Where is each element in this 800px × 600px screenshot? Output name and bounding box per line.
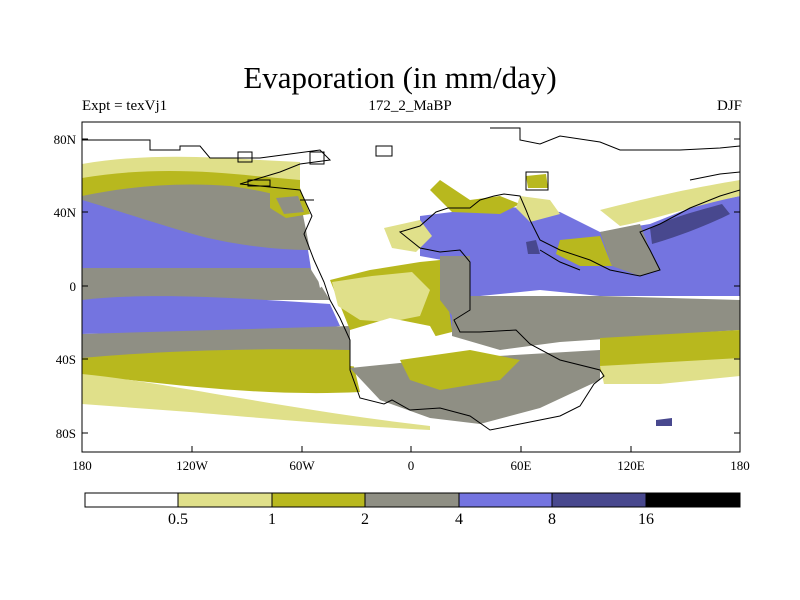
contour-band-olive-northeast (556, 236, 612, 266)
contour-band-olive-north-island (526, 174, 548, 188)
y-tick-marks (82, 138, 740, 434)
contour-band-light-east (600, 358, 740, 384)
x-tick-label: 180 (72, 458, 92, 473)
contour-band-light-north-central (516, 196, 560, 222)
x-tick-label: 180 (730, 458, 750, 473)
x-tick-label: 60E (511, 458, 532, 473)
contour-band-darkblue-south-patch (656, 418, 672, 426)
colorbar-label: 8 (548, 511, 556, 528)
contour-band-blue-tropics (82, 200, 312, 275)
colorbar-label: 1 (268, 511, 276, 528)
contour-band-light-central (332, 272, 430, 322)
colorbar-label: 4 (455, 511, 463, 528)
colorbar-swatch (551, 492, 647, 508)
colorbar-swatch (645, 492, 741, 508)
x-tick-label: 60W (289, 458, 315, 473)
x-tick-label: 120E (617, 458, 645, 473)
season-label: DJF (716, 98, 742, 114)
map-title: Evaporation (in mm/day) (243, 60, 557, 95)
contour-band-light-central-north (384, 220, 432, 252)
x-tick-label: 120W (176, 458, 209, 473)
colorbar-swatch (271, 492, 366, 508)
contour-band-darkblue-east (650, 204, 730, 244)
contour-band-olive-southern-ocean (400, 350, 520, 390)
y-tick-label: 40S (56, 352, 76, 367)
colorbar-swatch (177, 492, 273, 508)
contour-band-light-northeast (600, 180, 740, 226)
coastlines (82, 127, 740, 431)
colorbar (84, 492, 741, 508)
colorbar-swatch (364, 492, 460, 508)
contour-band-grey-middle (440, 256, 470, 318)
colorbar-label: 0.5 (168, 511, 188, 528)
experiment-label: Expt = texVj1 (82, 98, 168, 114)
contour-band-olive-north-central (430, 180, 520, 214)
y-tick-label: 80S (56, 426, 76, 441)
contour-band-olive-south (82, 349, 360, 394)
contour-band-grey-north-west (276, 196, 304, 214)
land-central (300, 190, 440, 288)
contour-band-grey-east (452, 296, 740, 350)
contour-band-grey-east-land (600, 224, 660, 276)
y-tick-label: 40N (54, 205, 77, 220)
land-southern (350, 318, 440, 370)
x-tick-label: 0 (408, 458, 415, 473)
y-tick-label: 80N (54, 132, 77, 147)
map-field (82, 122, 740, 452)
contour-band-grey-equator (82, 268, 330, 300)
period-label: 172_2_MaBP (368, 98, 452, 114)
contour-band-darkblue-patch (526, 240, 540, 254)
colorbar-swatch (84, 492, 179, 508)
contour-band-blue-south (82, 296, 340, 334)
x-tick-marks (81, 446, 741, 452)
colorbar-swatch (458, 492, 553, 508)
contour-band-light-south (82, 374, 430, 430)
y-tick-label: 0 (70, 279, 77, 294)
colorbar-label: 2 (361, 511, 369, 528)
colorbar-label: 16 (638, 511, 654, 528)
